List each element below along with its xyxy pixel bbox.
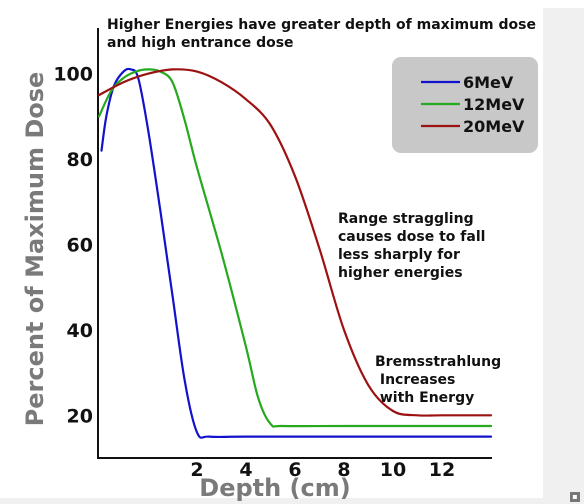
series-line-6mev [100,67,493,439]
chart-title: Higher Energies have greater depth of ma… [107,17,536,33]
annotation-line: Range straggling [338,211,474,227]
x-tick-label: 6 [288,459,301,481]
x-tick-label: 2 [190,459,203,481]
annotation-line: Increases [375,372,455,388]
right-panel-strip [543,8,584,504]
annotation-line: causes dose to fall [338,229,485,245]
annotation-range: Range straggling causes dose to fall less … [338,211,485,281]
legend-label-6mev: 6MeV [463,73,514,92]
annotation-line: higher energies [338,265,463,281]
y-tick-label: 20 [67,405,93,427]
series-line-12mev [97,68,493,428]
y-axis-label: Percent of Maximum Dose [21,72,49,427]
x-tick-label: 8 [337,459,350,481]
y-tick-label: 40 [67,320,93,342]
annotation-line: with Energy [375,390,474,406]
annotation-line: Bremsstrahlung [375,354,501,370]
legend: 6MeV 12MeV 20MeV [392,57,538,153]
bottom-panel-strip [0,498,543,504]
annotation-line: less sharply for [338,247,460,263]
annotation-brems: Bremsstrahlung Increases with Energy [375,354,501,406]
legend-label-20mev: 20MeV [463,117,525,136]
x-tick-label: 10 [380,459,406,481]
y-tick-label: 100 [53,64,93,86]
chart-subtitle: and high entrance dose [107,35,294,51]
corner-mark-icon: ▪ [570,492,580,502]
legend-label-12mev: 12MeV [463,95,525,114]
x-axis-label: Depth (cm) [199,474,350,502]
x-tick-label: 12 [429,459,455,481]
y-tick-label: 80 [67,149,93,171]
series-line-20mev [97,68,493,417]
x-tick-label: 4 [239,459,252,481]
y-tick-label: 60 [67,235,93,257]
